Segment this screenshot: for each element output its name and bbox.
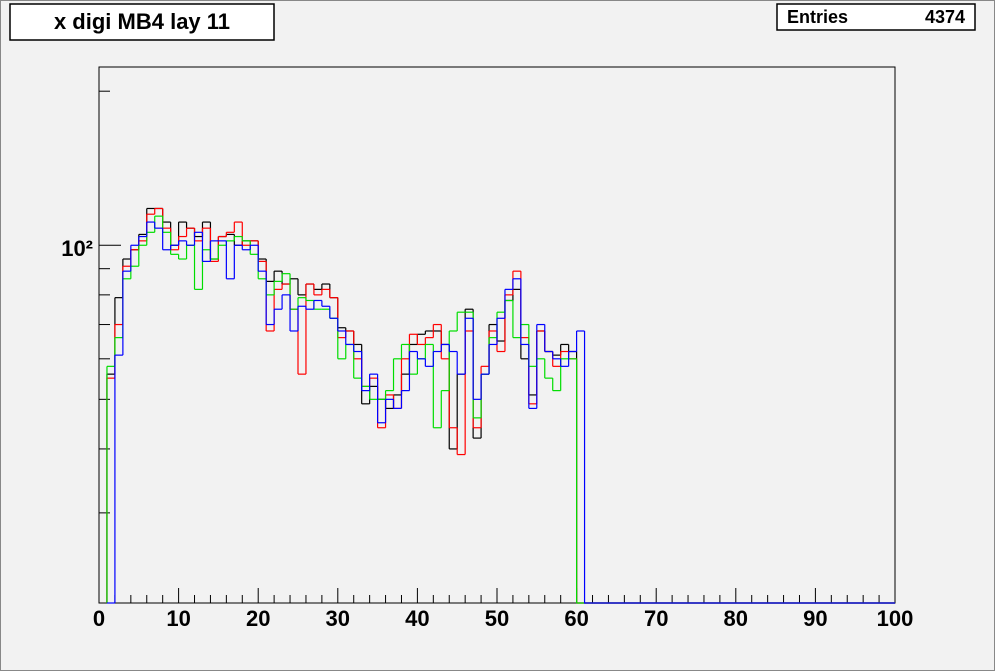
stats-box [776, 3, 976, 31]
x-tick-label: 100 [877, 606, 914, 631]
x-tick-label: 0 [93, 606, 105, 631]
chart-title: x digi MB4 lay 11 [54, 9, 230, 34]
stats-label: Entries [787, 7, 848, 27]
step-connector [114, 222, 895, 604]
x-tick-label: 50 [485, 606, 509, 631]
stats-value: 4374 [925, 7, 965, 27]
x-tick-label: 70 [644, 606, 668, 631]
x-tick-label: 90 [803, 606, 827, 631]
x-tick-label: 80 [724, 606, 748, 631]
x-tick-label: 10 [166, 606, 190, 631]
x-tick-label: 20 [246, 606, 270, 631]
title-box [9, 3, 275, 41]
x-tick-label: 60 [564, 606, 588, 631]
x-tick-label: 40 [405, 606, 429, 631]
y-tick-label: 10² [61, 236, 93, 261]
x-tick-label: 30 [326, 606, 350, 631]
